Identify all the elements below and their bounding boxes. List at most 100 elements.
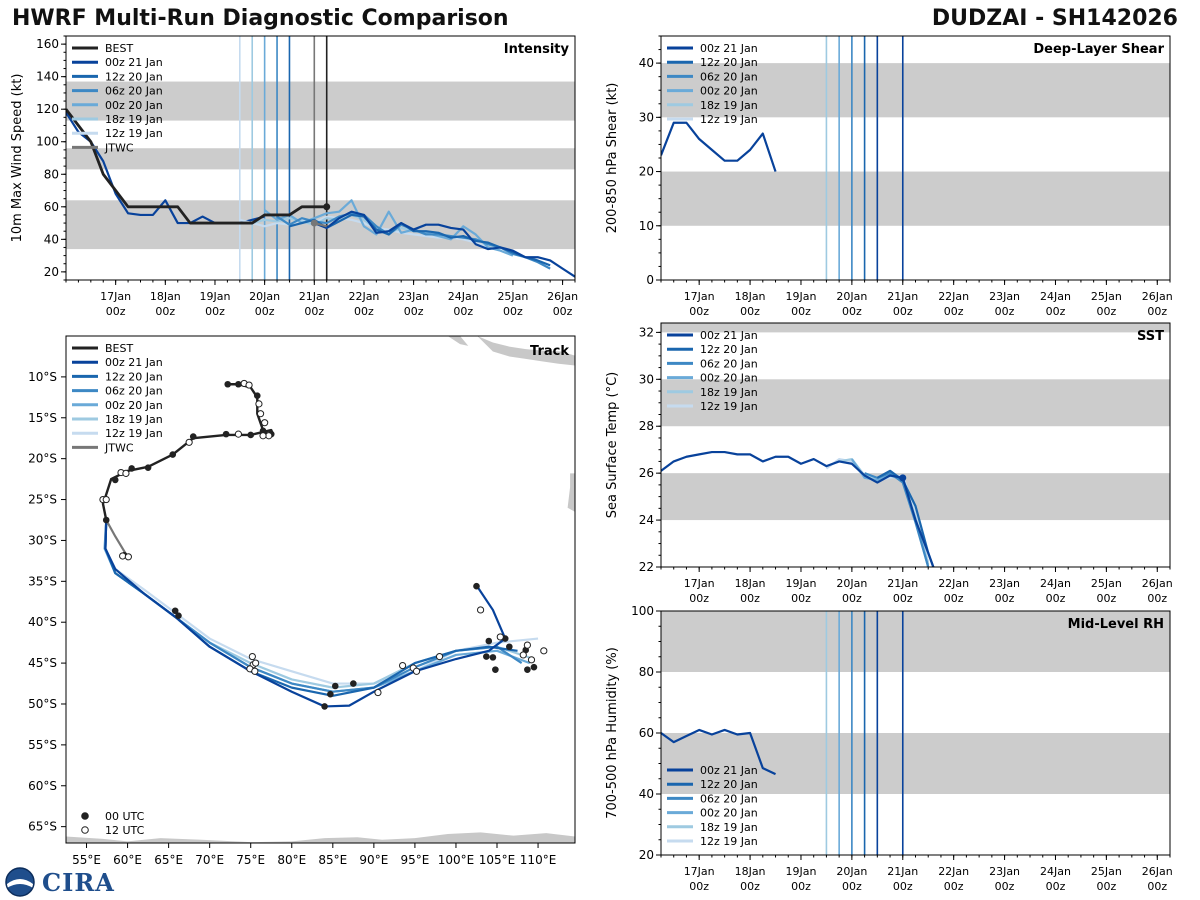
shear-legend-label-18z-19-jan: 18z 19 Jan <box>700 99 758 112</box>
track-xtick-label: 105°E <box>479 853 516 867</box>
track-marker-12utc <box>523 641 531 649</box>
intensity-ytick-label: 60 <box>44 200 59 214</box>
rh-panel: 20 40 60 80 100 17Jan 00z 18Jan 00z 19Jan 00z 20Jan… <box>605 604 1173 893</box>
track-marker-12utc <box>519 651 527 659</box>
track-panel-title: Track <box>530 344 569 359</box>
track-xtick-label: 60°E <box>113 853 142 867</box>
track-legend-label-06z-20-jan: 06z 20 Jan <box>105 385 163 398</box>
sst-ylabel: Sea Surface Temp (°C) <box>605 372 620 519</box>
track-marker-12utc <box>245 381 253 389</box>
track-legend-label-best: BEST <box>105 342 133 355</box>
intensity-xtick-label-date: 23Jan <box>398 290 429 303</box>
intensity-xtick-label-hour: 00z <box>205 305 225 318</box>
storm-identifier: DUDZAI - SH142026 <box>931 6 1178 31</box>
sst-series-06z-20-jan <box>864 472 930 567</box>
intensity-series-00z-21-jan <box>313 210 575 278</box>
intensity-xtick-label-hour: 00z <box>553 305 573 318</box>
sst-xtick-label-hour: 00z <box>791 592 811 605</box>
rh-ytick-label: 80 <box>639 665 654 679</box>
sst-xtick-label-date: 22Jan <box>938 577 969 590</box>
shear-ytick-label: 0 <box>646 273 654 287</box>
track-marker-12utc <box>255 400 263 408</box>
rh-xtick-label-hour: 00z <box>995 880 1015 893</box>
rh-xtick-label-hour: 00z <box>689 880 709 893</box>
intensity-ytick-label: 160 <box>36 37 59 51</box>
rh-ytick-label: 100 <box>631 604 654 618</box>
track-marker-00utc <box>524 666 531 673</box>
sst-xtick-label-date: 19Jan <box>785 577 816 590</box>
rh-legend-label-00z-20-jan: 00z 20 Jan <box>700 807 758 820</box>
shear-xtick-label-date: 25Jan <box>1091 290 1122 303</box>
rh-legend-label-06z-20-jan: 06z 20 Jan <box>700 792 758 805</box>
shear-xtick-label-date: 17Jan <box>684 290 715 303</box>
page-title: HWRF Multi-Run Diagnostic Comparison <box>12 6 509 31</box>
shear-plot-area <box>661 36 1170 280</box>
shear-legend-label-00z-20-jan: 00z 20 Jan <box>700 85 758 98</box>
track-marker-legend-filled <box>81 812 89 820</box>
track-ytick-label: 30°S <box>28 533 57 547</box>
track-line-jtwc <box>105 519 127 554</box>
intensity-ytick-label: 120 <box>36 102 59 116</box>
sst-xtick-label-date: 17Jan <box>684 577 715 590</box>
rh-xtick-label-hour: 00z <box>1096 880 1116 893</box>
rh-panel-title: Mid-Level RH <box>1068 617 1164 632</box>
intensity-point-jtwc <box>310 219 318 227</box>
rh-xtick-label-date: 24Jan <box>1040 865 1071 878</box>
rh-xtick-label-hour: 00z <box>893 880 913 893</box>
cira-logo: CIRA <box>4 866 115 898</box>
shear-shaded-band <box>661 63 1170 118</box>
rh-legend-label-00z-21-jan: 00z 21 Jan <box>700 764 758 777</box>
track-marker-12utc <box>398 661 407 670</box>
track-marker-12utc <box>435 652 444 661</box>
shear-panel: 0 10 20 30 40 17Jan 00z 18Jan 00z 19Jan 00z 20Jan 00… <box>605 35 1173 318</box>
shear-xtick-label-hour: 00z <box>1096 305 1116 318</box>
track-line-00z-20-jan <box>103 519 531 693</box>
intensity-xtick-label-hour: 00z <box>453 305 473 318</box>
rh-legend-label-12z-20-jan: 12z 20 Jan <box>700 778 758 791</box>
sst-xtick-label-date: 26Jan <box>1142 577 1173 590</box>
shear-xtick-label-date: 19Jan <box>785 290 816 303</box>
sst-xtick-label-hour: 00z <box>1096 592 1116 605</box>
track-marker-00utc <box>327 690 334 698</box>
sst-ytick-label: 24 <box>639 513 654 527</box>
sst-panel: 22 24 26 28 30 32 17Jan 00z 18Jan 00z 19Jan 00z 20Ja… <box>605 322 1173 605</box>
track-marker-12utc <box>119 552 127 560</box>
shear-xtick-label-date: 20Jan <box>836 290 867 303</box>
shear-xtick-label-hour: 00z <box>1046 305 1066 318</box>
land-antarctic-coast <box>66 832 575 843</box>
track-marker-00utc <box>489 654 497 661</box>
intensity-xtick-label-date: 25Jan <box>497 290 528 303</box>
shear-ylabel: 200-850 hPa Shear (kt) <box>605 83 620 234</box>
rh-xtick-label-date: 17Jan <box>684 865 715 878</box>
track-frame <box>65 335 576 844</box>
track-marker-00utc <box>331 682 339 690</box>
intensity-legend-label-best: BEST <box>105 42 133 55</box>
intensity-legend-label-18z-19-jan: 18z 19 Jan <box>105 113 163 126</box>
shear-xtick-label-hour: 00z <box>944 305 964 318</box>
sst-series-00z-21-jan <box>661 450 935 567</box>
track-marker-12utc <box>185 438 193 446</box>
track-marker-00utc <box>111 476 119 484</box>
shear-legend-label-12z-19-jan: 12z 19 Jan <box>700 113 758 126</box>
sst-xtick-label-date: 25Jan <box>1091 577 1122 590</box>
intensity-legend-label-00z-21-jan: 00z 21 Jan <box>105 56 163 69</box>
sst-xtick-label-date: 23Jan <box>989 577 1020 590</box>
track-legend-label-18z-19-jan: 18z 19 Jan <box>105 413 163 426</box>
shear-xtick-label-date: 24Jan <box>1040 290 1071 303</box>
track-marker-00utc <box>222 430 230 438</box>
track-ytick-label: 65°S <box>28 820 57 834</box>
shear-xtick-label-hour: 00z <box>689 305 709 318</box>
track-marker-00utc <box>483 653 490 660</box>
track-marker-12utc <box>374 688 382 697</box>
sst-xtick-label-hour: 00z <box>944 592 964 605</box>
sst-xtick-label-hour: 00z <box>689 592 709 605</box>
rh-xtick-label-date: 21Jan <box>887 865 918 878</box>
rh-plot-area <box>661 611 1170 855</box>
sst-xtick-label-hour: 00z <box>842 592 862 605</box>
track-marker-legend-label: 12 UTC <box>105 824 145 837</box>
track-marker-00utc <box>247 431 255 439</box>
rh-xtick-label-hour: 00z <box>740 880 760 893</box>
sst-legend-label-12z-20-jan: 12z 20 Jan <box>700 343 758 356</box>
rh-ytick-label: 40 <box>639 787 654 801</box>
intensity-xtick-label-date: 19Jan <box>199 290 230 303</box>
